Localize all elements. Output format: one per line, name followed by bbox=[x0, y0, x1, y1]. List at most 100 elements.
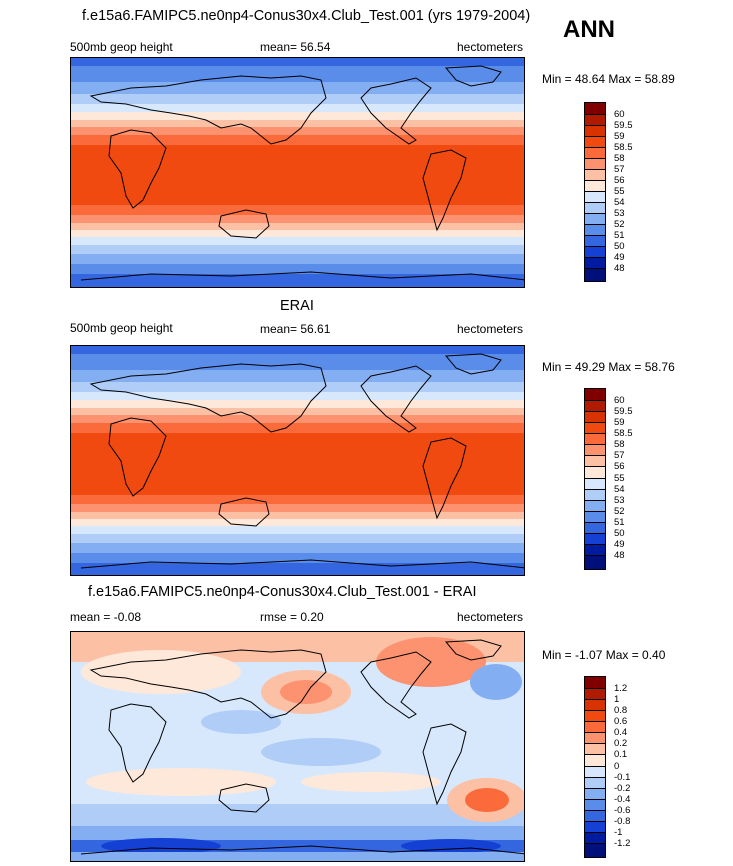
map-band bbox=[71, 223, 524, 230]
colorbar-tick-label: 60 bbox=[614, 109, 625, 120]
colorbar-tick-label: 0.6 bbox=[614, 716, 628, 727]
panel3-map-svg bbox=[71, 632, 524, 861]
diff-blob bbox=[401, 839, 501, 853]
map-band bbox=[71, 392, 524, 400]
colorbar-tick-label: 54 bbox=[614, 484, 625, 495]
colorbar-tick-label: 57 bbox=[614, 164, 625, 175]
colorbar-swatch bbox=[585, 445, 605, 456]
colorbar-swatch bbox=[585, 269, 605, 281]
colorbar-swatch bbox=[585, 170, 605, 181]
colorbar-tick-label: 48 bbox=[614, 550, 625, 561]
map-band bbox=[71, 553, 524, 563]
colorbar-swatch bbox=[585, 236, 605, 247]
panel1-map bbox=[70, 57, 525, 288]
colorbar-swatch bbox=[585, 148, 605, 159]
map-band bbox=[71, 230, 524, 237]
colorbar-tick-label: 0.1 bbox=[614, 749, 628, 760]
colorbar-swatch bbox=[585, 556, 605, 569]
map-band bbox=[71, 112, 524, 120]
map-band bbox=[71, 264, 524, 274]
panel1-mean: mean= 56.54 bbox=[260, 40, 331, 54]
map-band bbox=[71, 504, 524, 512]
colorbar-tick-label: 51 bbox=[614, 517, 625, 528]
colorbar-swatch bbox=[585, 722, 605, 733]
colorbar-swatch bbox=[585, 203, 605, 214]
colorbar-tick-label: 0.4 bbox=[614, 727, 628, 738]
colorbar-swatch bbox=[585, 247, 605, 258]
panel1-colorbar bbox=[584, 102, 606, 282]
map-band bbox=[71, 245, 524, 254]
diff-blob bbox=[101, 838, 221, 854]
colorbar-swatch bbox=[585, 137, 605, 148]
colorbar-tick-label: 49 bbox=[614, 252, 625, 263]
diff-blob bbox=[280, 680, 332, 704]
colorbar-swatch bbox=[585, 103, 605, 115]
diff-blob bbox=[465, 788, 509, 812]
colorbar-tick-label: 59.5 bbox=[614, 120, 633, 131]
colorbar-tick-label: -1 bbox=[614, 827, 623, 838]
colorbar-swatch bbox=[585, 822, 605, 833]
map-band bbox=[71, 400, 524, 408]
colorbar-tick-label: 58 bbox=[614, 153, 625, 164]
colorbar-tick-label: 0.2 bbox=[614, 738, 628, 749]
colorbar-swatch bbox=[585, 258, 605, 269]
colorbar-tick-label: 50 bbox=[614, 528, 625, 539]
colorbar-swatch bbox=[585, 159, 605, 170]
colorbar-tick-label: 52 bbox=[614, 506, 625, 517]
colorbar-swatch bbox=[585, 833, 605, 844]
colorbar-swatch bbox=[585, 844, 605, 857]
map-band bbox=[71, 433, 524, 495]
map-band bbox=[71, 94, 524, 104]
panel1-minmax: Min = 48.64 Max = 58.89 bbox=[542, 72, 675, 86]
panel2-variable: 500mb geop height bbox=[70, 321, 173, 335]
map-band bbox=[71, 145, 524, 205]
map-band bbox=[71, 66, 524, 82]
colorbar-tick-label: 59 bbox=[614, 417, 625, 428]
map-band bbox=[71, 519, 524, 526]
map-band bbox=[71, 274, 524, 287]
colorbar-swatch bbox=[585, 126, 605, 137]
colorbar-tick-label: 0 bbox=[614, 761, 620, 772]
colorbar-swatch bbox=[585, 789, 605, 800]
map-band bbox=[71, 120, 524, 127]
map-band bbox=[71, 543, 524, 553]
map-band bbox=[71, 82, 524, 94]
diff-blob bbox=[301, 772, 441, 792]
colorbar-swatch bbox=[585, 512, 605, 523]
colorbar-tick-label: -1.2 bbox=[614, 838, 631, 849]
panel3-map bbox=[70, 631, 525, 862]
colorbar-swatch bbox=[585, 677, 605, 689]
colorbar-swatch bbox=[585, 534, 605, 545]
colorbar-tick-label: -0.8 bbox=[614, 816, 631, 827]
colorbar-tick-label: -0.1 bbox=[614, 772, 631, 783]
panel3-minmax: Min = -1.07 Max = 0.40 bbox=[542, 648, 666, 662]
map-band bbox=[71, 423, 524, 433]
colorbar-swatch bbox=[585, 434, 605, 445]
colorbar-swatch bbox=[585, 192, 605, 203]
coastlines bbox=[80, 353, 524, 569]
panel3-rmse: rmse = 0.20 bbox=[260, 610, 324, 624]
colorbar-swatch bbox=[585, 115, 605, 126]
colorbar-tick-label: 1 bbox=[614, 694, 620, 705]
panel2-minmax: Min = 49.29 Max = 58.76 bbox=[542, 360, 675, 374]
colorbar-tick-label: 59 bbox=[614, 131, 625, 142]
colorbar-tick-label: 60 bbox=[614, 395, 625, 406]
panel2-colorbar bbox=[584, 388, 606, 570]
panel2-map bbox=[70, 345, 525, 576]
diff-band bbox=[71, 804, 524, 826]
colorbar-swatch bbox=[585, 490, 605, 501]
colorbar-swatch bbox=[585, 711, 605, 722]
panel3-colorbar bbox=[584, 676, 606, 858]
colorbar-tick-label: -0.4 bbox=[614, 794, 631, 805]
colorbar-swatch bbox=[585, 214, 605, 225]
diff-band bbox=[71, 826, 524, 840]
diff-blob bbox=[201, 710, 281, 734]
map-band bbox=[71, 370, 524, 382]
colorbar-tick-label: 57 bbox=[614, 450, 625, 461]
colorbar-tick-label: 52 bbox=[614, 219, 625, 230]
colorbar-tick-label: 55 bbox=[614, 186, 625, 197]
colorbar-swatch bbox=[585, 479, 605, 490]
panel1-variable: 500mb geop height bbox=[70, 40, 173, 54]
colorbar-swatch bbox=[585, 700, 605, 711]
colorbar-tick-label: 53 bbox=[614, 495, 625, 506]
